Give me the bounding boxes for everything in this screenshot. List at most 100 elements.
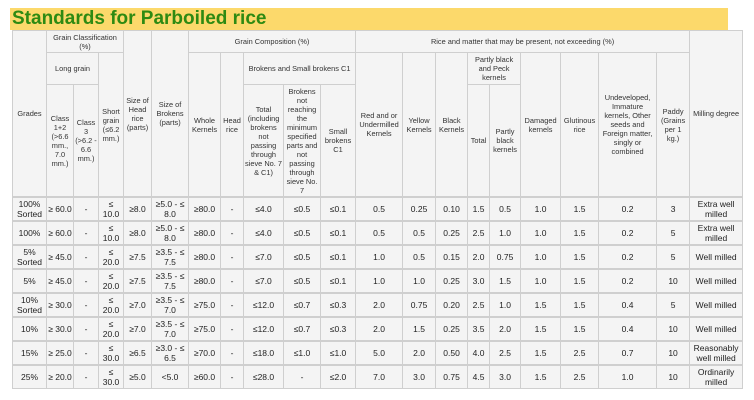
- table-cell: 3.0: [402, 364, 437, 389]
- header-short-grain: Short grain (≤6.2 mm.): [97, 52, 125, 198]
- table-row: 10% Sorted ≥ 30.0- ≤ 20.0 ≥7.0 ≥3.5 - ≤ 7.0 ≥…: [12, 292, 744, 318]
- table-cell: -: [220, 364, 245, 389]
- table-cell: 0.25: [435, 316, 469, 342]
- header-long-grain: Long grain: [46, 52, 99, 85]
- header-total-brokens: Total (including brokens not passing thr…: [243, 84, 285, 198]
- table-cell: 7.0: [355, 364, 404, 389]
- header-black-kernels: Black Kernels: [435, 52, 469, 198]
- table-cell: 10%: [12, 316, 47, 342]
- table-cell: -: [220, 268, 245, 294]
- table-cell: ≥5.0 - ≤ 8.0: [151, 220, 190, 246]
- table-cell: ≥ 45.0: [46, 244, 74, 270]
- table-cell: 2.5: [560, 364, 600, 389]
- table-cell: 25%: [12, 364, 47, 389]
- table-cell: 0.25: [402, 196, 437, 222]
- table-cell: ≤0.7: [283, 292, 322, 318]
- header-head-rice: Head rice: [220, 52, 245, 198]
- table-cell: 10: [656, 340, 691, 366]
- table-cell: 0.4: [598, 292, 658, 318]
- table-cell: 2.0: [489, 316, 522, 342]
- table-cell: ≥7.5: [123, 268, 153, 294]
- table-cell: 0.75: [489, 244, 522, 270]
- table-cell: ≤0.5: [283, 220, 322, 246]
- table-cell: -: [220, 220, 245, 246]
- header-small-brokens: Small brokens C1: [320, 84, 357, 198]
- table-cell: 1.5: [560, 292, 600, 318]
- table-cell: 10: [656, 268, 691, 294]
- table-cell: ≤0.1: [320, 220, 357, 246]
- table-cell: ≥8.0: [123, 196, 153, 222]
- header-red-kernels: Red and or Undermilled Kernels: [355, 52, 404, 198]
- table-cell: 10: [656, 316, 691, 342]
- header-class-1-2: Class 1+2 (>6.6 mm., 7.0 mm.): [46, 84, 74, 198]
- table-cell: 5.0: [355, 340, 404, 366]
- table-cell: -: [73, 316, 99, 342]
- table-cell: ≥5.0 - ≤ 8.0: [151, 196, 190, 222]
- header-damaged-kernels: Damaged kernels: [520, 52, 562, 198]
- table-cell: ≥ 30.0: [46, 292, 74, 318]
- table-cell: ≥ 25.0: [46, 340, 74, 366]
- header-whole-kernels: Whole Kernels: [188, 52, 222, 198]
- table-cell: 5%: [12, 268, 47, 294]
- table-cell: 100% Sorted: [12, 196, 47, 222]
- table-cell: ≤ 30.0: [97, 340, 125, 366]
- table-row: 100% Sorted ≥ 60.0- ≤ 10.0 ≥8.0 ≥5.0 - ≤ 8.0…: [12, 196, 744, 222]
- table-cell: -: [73, 292, 99, 318]
- table-cell: ≥60.0: [188, 364, 222, 389]
- table-cell: ≥7.0: [123, 316, 153, 342]
- table-cell: -: [73, 244, 99, 270]
- header-class-3: Class 3 (>6.2 - 6.6 mm.): [73, 84, 99, 198]
- table-cell: 1.5: [560, 268, 600, 294]
- table-row: 5% Sorted ≥ 45.0- ≤ 20.0 ≥7.5 ≥3.5 - ≤ 7.5 ≥8…: [12, 244, 744, 270]
- table-cell: ≥6.5: [123, 340, 153, 366]
- table-cell: ≥75.0: [188, 292, 222, 318]
- table-cell: 0.2: [598, 244, 658, 270]
- table-cell: 1.5: [520, 364, 562, 389]
- table-row: 100% ≥ 60.0- ≤ 10.0 ≥8.0 ≥5.0 - ≤ 8.0 ≥80.0- ≤…: [12, 220, 744, 246]
- table-cell: 1.0: [355, 268, 404, 294]
- header-brokens-not-reaching: Brokens not reaching the minimum specifi…: [283, 84, 322, 198]
- header-partly-black-peck: Partly black and Peck kernels: [467, 52, 522, 85]
- table-cell: 1.5: [520, 292, 562, 318]
- table-cell: ≤ 20.0: [97, 316, 125, 342]
- table-cell: 1.0: [598, 364, 658, 389]
- table-cell: ≤1.0: [283, 340, 322, 366]
- header-pb-partly-black: Partly black kernels: [489, 84, 522, 198]
- header-rice-matter: Rice and matter that may be present, not…: [355, 30, 691, 53]
- table-cell: ≥3.5 - ≤ 7.0: [151, 316, 190, 342]
- table-cell: -: [73, 364, 99, 389]
- table-cell: 0.75: [435, 364, 469, 389]
- table-cell: ≤0.1: [320, 196, 357, 222]
- table-cell: 1.5: [560, 220, 600, 246]
- table-cell: ≥5.0: [123, 364, 153, 389]
- table-cell: ≥3.5 - ≤ 7.0: [151, 292, 190, 318]
- table-cell: 1.5: [520, 316, 562, 342]
- table-cell: 0.5: [355, 196, 404, 222]
- table-cell: 4.5: [467, 364, 491, 389]
- table-cell: 0.7: [598, 340, 658, 366]
- table-cell: 2.5: [489, 340, 522, 366]
- table-cell: -: [283, 364, 322, 389]
- table-cell: ≤4.0: [243, 196, 285, 222]
- table-cell: 5: [656, 244, 691, 270]
- table-cell: 1.5: [402, 316, 437, 342]
- table-cell: 2.0: [402, 340, 437, 366]
- table-cell: 15%: [12, 340, 47, 366]
- table-cell: 0.25: [435, 220, 469, 246]
- table-cell: ≤0.5: [283, 268, 322, 294]
- table-cell: Well milled: [689, 244, 744, 270]
- table-cell: ≤ 10.0: [97, 220, 125, 246]
- standards-table: Grades Grain Classification (%) Size of …: [12, 30, 744, 389]
- table-cell: 0.20: [435, 292, 469, 318]
- table-cell: 3.0: [467, 268, 491, 294]
- table-cell: 0.25: [435, 268, 469, 294]
- table-cell: 5% Sorted: [12, 244, 47, 270]
- table-cell: 1.0: [520, 268, 562, 294]
- table-cell: Extra well milled: [689, 220, 744, 246]
- table-cell: 0.4: [598, 316, 658, 342]
- table-cell: 0.5: [402, 244, 437, 270]
- header-grain-composition: Grain Composition (%): [188, 30, 357, 53]
- table-cell: 1.0: [520, 220, 562, 246]
- table-cell: 4.0: [467, 340, 491, 366]
- table-cell: ≤0.3: [320, 316, 357, 342]
